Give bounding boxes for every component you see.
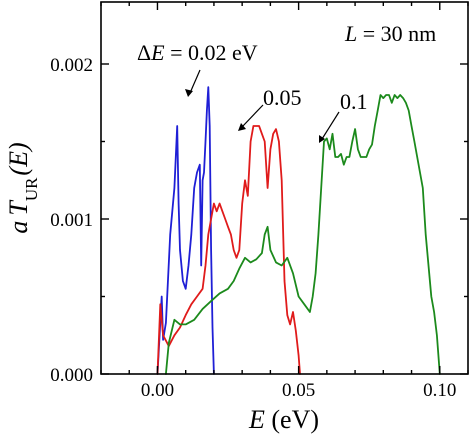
arrow-002	[185, 69, 201, 97]
y-tick-label: 0.001	[50, 210, 93, 231]
y-tick-label: 0.002	[50, 55, 93, 76]
annotation-delta-e-002: ΔE = 0.02 eV	[137, 40, 258, 65]
ticks-layer: 0.00 0.05 0.10 0.000 0.001 0.002	[50, 2, 469, 401]
series-line-1	[156, 86, 215, 375]
series-line-2	[156, 125, 301, 375]
plot-frame	[100, 1, 469, 375]
x-axis-title: E (eV)	[248, 405, 319, 434]
annotation-01: 0.1	[340, 89, 368, 114]
x-tick-label: 0.10	[423, 380, 456, 401]
x-tick-label: 0.05	[282, 380, 315, 401]
y-axis-title: aTUR(E)	[4, 142, 41, 233]
series-layer	[156, 86, 441, 375]
y-tick-label: 0.000	[50, 365, 93, 386]
annotation-005: 0.05	[263, 85, 302, 110]
x-tick-label: 0.00	[141, 380, 174, 401]
series-line-3	[165, 94, 441, 375]
annotation-length: L = 30 nm	[344, 21, 436, 46]
arrow-005	[238, 104, 264, 131]
arrow-01	[319, 111, 340, 143]
